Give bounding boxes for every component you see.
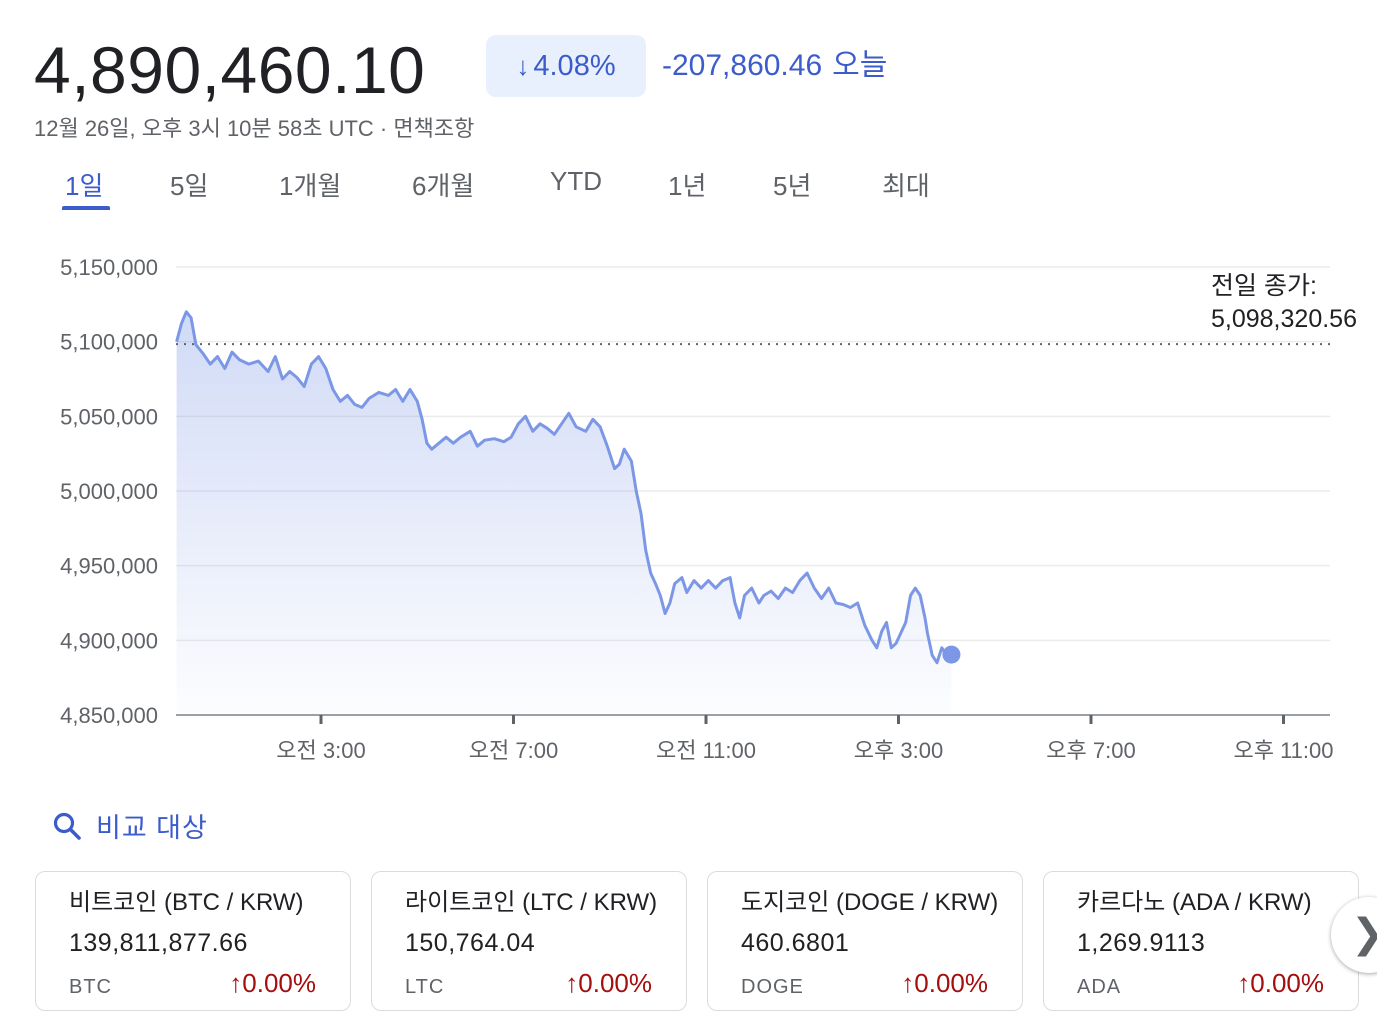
card-change-percent: 0.00% bbox=[1250, 968, 1324, 998]
y-tick-label: 5,050,000 bbox=[60, 404, 158, 429]
arrow-down-icon: ↓ bbox=[516, 50, 530, 81]
card-value: 139,811,877.66 bbox=[69, 929, 248, 957]
timestamp-disclaimer: 12월 26일, 오후 3시 10분 58초 UTC · 면책조항 bbox=[34, 116, 475, 141]
tab-1y[interactable]: 1년 bbox=[668, 171, 707, 201]
card-change: ↑0.00% bbox=[1237, 968, 1324, 999]
tab-5d[interactable]: 5일 bbox=[170, 171, 209, 201]
compare-button[interactable]: 비교 대상 bbox=[52, 806, 208, 845]
tab-1m[interactable]: 1개월 bbox=[279, 171, 342, 201]
card-name: 도지코인 (DOGE / KRW) bbox=[741, 889, 999, 916]
card-name: 카르다노 (ADA / KRW) bbox=[1077, 889, 1312, 916]
compare-card-ltc[interactable]: 라이트코인 (LTC / KRW) 150,764.04 LTC ↑0.00% bbox=[371, 871, 687, 1011]
tab-ytd[interactable]: YTD bbox=[550, 166, 602, 196]
card-symbol: LTC bbox=[405, 976, 445, 998]
arrow-up-icon: ↑ bbox=[901, 968, 915, 998]
card-name: 라이트코인 (LTC / KRW) bbox=[405, 889, 658, 916]
change-percent-badge: ↓ 4.08% bbox=[486, 35, 646, 97]
arrow-up-icon: ↑ bbox=[229, 968, 243, 998]
range-tabs: 1일 5일 1개월 6개월 YTD 1년 5년 최대 bbox=[0, 160, 1000, 220]
card-symbol: ADA bbox=[1077, 976, 1122, 998]
chevron-right-icon: ❯ bbox=[1351, 911, 1377, 957]
compare-card-btc[interactable]: 비트코인 (BTC / KRW) 139,811,877.66 BTC ↑0.0… bbox=[35, 871, 351, 1011]
card-change-percent: 0.00% bbox=[242, 968, 316, 998]
card-change: ↑0.00% bbox=[565, 968, 652, 999]
card-change-percent: 0.00% bbox=[914, 968, 988, 998]
active-tab-indicator bbox=[62, 206, 110, 210]
prev-close-label: 전일 종가: bbox=[1211, 272, 1317, 300]
y-tick-label: 5,000,000 bbox=[60, 479, 158, 504]
search-icon bbox=[53, 812, 81, 840]
card-change-percent: 0.00% bbox=[578, 968, 652, 998]
tab-max[interactable]: 최대 bbox=[882, 171, 930, 201]
compare-card-doge[interactable]: 도지코인 (DOGE / KRW) 460.6801 DOGE ↑0.00% bbox=[707, 871, 1023, 1011]
x-tick-label: 오전 11:00 bbox=[656, 738, 756, 763]
price-line bbox=[175, 310, 952, 665]
card-symbol: BTC bbox=[69, 976, 112, 998]
change-period: 오늘 bbox=[832, 49, 888, 82]
y-tick-label: 4,900,000 bbox=[60, 628, 158, 653]
change-absolute: -207,860.46 bbox=[662, 49, 823, 82]
card-value: 460.6801 bbox=[741, 929, 850, 957]
tab-1d[interactable]: 1일 bbox=[65, 171, 104, 201]
card-value: 150,764.04 bbox=[405, 929, 536, 957]
card-name: 비트코인 (BTC / KRW) bbox=[69, 889, 304, 916]
compare-label: 비교 대상 bbox=[96, 813, 208, 843]
price-area bbox=[176, 311, 952, 715]
y-tick-label: 5,100,000 bbox=[60, 330, 158, 355]
x-tick-label: 오후 11:00 bbox=[1233, 738, 1333, 763]
card-symbol: DOGE bbox=[741, 976, 804, 998]
x-tick-label: 오전 3:00 bbox=[276, 738, 365, 763]
y-tick-label: 5,150,000 bbox=[60, 255, 158, 280]
x-tick-label: 오후 7:00 bbox=[1046, 738, 1135, 763]
arrow-up-icon: ↑ bbox=[565, 968, 579, 998]
card-change: ↑0.00% bbox=[229, 968, 316, 999]
compare-card-ada[interactable]: 카르다노 (ADA / KRW) 1,269.9113 ADA ↑0.00% bbox=[1043, 871, 1359, 1011]
prev-close-value: 5,098,320.56 bbox=[1211, 305, 1357, 333]
tab-6m[interactable]: 6개월 bbox=[412, 171, 475, 201]
card-value: 1,269.9113 bbox=[1077, 929, 1206, 957]
current-price: 4,890,460.10 bbox=[34, 33, 426, 107]
change-absolute-row: -207,860.46 오늘 bbox=[662, 44, 887, 88]
change-percent: 4.08% bbox=[533, 49, 616, 82]
x-tick-label: 오전 7:00 bbox=[469, 738, 558, 763]
y-tick-label: 4,950,000 bbox=[60, 554, 158, 579]
tab-5y[interactable]: 5년 bbox=[773, 171, 812, 201]
y-tick-label: 4,850,000 bbox=[60, 703, 158, 728]
card-change: ↑0.00% bbox=[901, 968, 988, 999]
next-cards-button[interactable]: ❯ bbox=[1331, 897, 1377, 973]
x-tick-label: 오후 3:00 bbox=[854, 738, 943, 763]
arrow-up-icon: ↑ bbox=[1237, 968, 1251, 998]
price-chart[interactable]: 5,150,000 5,100,000 5,050,000 5,000,000 4,95… bbox=[0, 240, 1377, 780]
current-price-dot bbox=[942, 645, 961, 664]
